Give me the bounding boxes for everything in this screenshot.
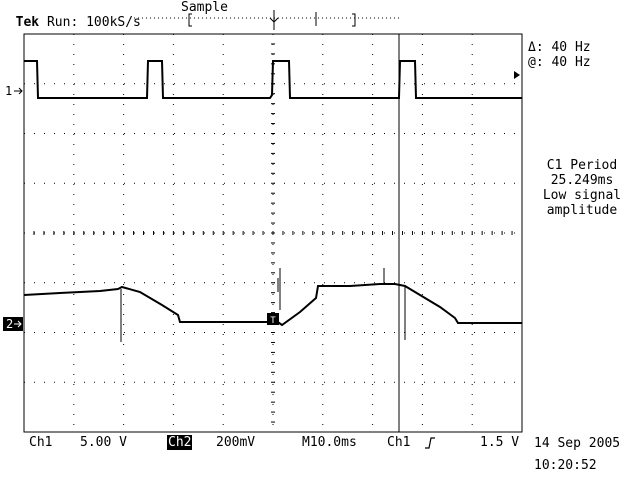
measurement-line-2: 25.249ms [550,173,614,188]
time-display: 10:20:52 [534,458,597,473]
timebase: M10.0ms [302,435,357,450]
measurement-line-3: Low signal [542,188,622,203]
ch1-level-marker: 1 [5,84,23,98]
brand-label: Tek Run: 100kS/s [15,15,141,30]
ch2-label: Ch2 [167,435,193,450]
at-frequency: @: 40 Hz [528,55,591,70]
run-status: Run: 100kS/s [46,15,141,30]
ch2-glitches [120,268,406,342]
ch2-trace [23,283,522,327]
trigger-source: Ch1 [387,435,411,450]
acquisition-mode: Sample [181,0,228,15]
measurement-line-1: C1 Period [546,158,618,173]
ch2-level-marker: 2 [3,317,23,331]
ch1-label: Ch1 [29,435,53,450]
svg-text:T: T [270,316,276,326]
trigger-point-marker: T [267,313,279,326]
svg-text:2: 2 [6,317,13,331]
trigger-position-bar [134,10,400,30]
ch2-scale: 200mV [216,435,256,450]
trigger-level-arrow [514,71,520,79]
trigger-level: 1.5 V [480,435,520,450]
measurement-readout: C1 Period 25.249ms Low signal amplitude [532,158,632,218]
ch1-trace [24,60,522,99]
svg-text:1: 1 [5,84,12,98]
ch1-scale: 5.00 V [80,435,127,450]
rising-edge-icon [425,437,435,449]
graticule-grid [23,33,523,433]
measurement-line-4: amplitude [546,203,618,218]
date-display: 14 Sep 2005 [534,436,621,451]
delta-frequency: Δ: 40 Hz [528,40,591,55]
